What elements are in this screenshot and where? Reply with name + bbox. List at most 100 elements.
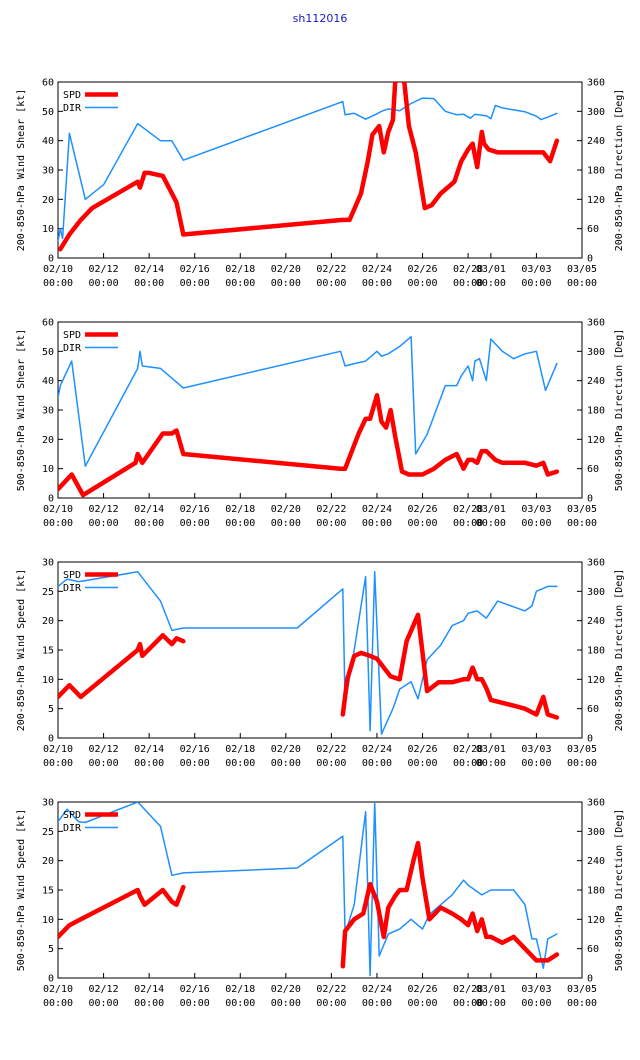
y-tick-label: 15 <box>42 646 54 657</box>
y2-tick-label: 0 <box>587 254 593 265</box>
y2-tick-label: 60 <box>587 704 599 715</box>
x-tick-label-time: 00:00 <box>225 278 255 289</box>
y-tick-label: 25 <box>42 587 54 598</box>
x-tick-label-date: 03/03 <box>521 744 551 755</box>
x-tick-label-time: 00:00 <box>89 278 119 289</box>
y-tick-label: 60 <box>42 78 54 89</box>
spd-series-line <box>340 840 560 969</box>
x-tick-label-date: 02/24 <box>362 744 392 755</box>
y2-tick-label: 60 <box>587 224 599 235</box>
x-tick-label-date: 02/18 <box>225 504 255 515</box>
y2-tick-label: 240 <box>587 856 605 867</box>
x-tick-label-date: 03/01 <box>476 984 506 995</box>
x-tick-label-time: 00:00 <box>567 998 597 1009</box>
x-tick-label-time: 00:00 <box>521 518 551 529</box>
x-tick-label-time: 00:00 <box>316 518 346 529</box>
x-tick-label-date: 02/28 <box>453 264 483 275</box>
y2-tick-label: 180 <box>587 406 605 417</box>
x-tick-label-time: 00:00 <box>43 518 73 529</box>
x-tick-label-time: 00:00 <box>316 998 346 1009</box>
y2-tick-label: 360 <box>587 318 605 329</box>
chart-title: sh112016 <box>292 12 348 25</box>
x-tick-label-date: 02/28 <box>453 504 483 515</box>
x-tick-label-date: 02/14 <box>134 744 164 755</box>
x-tick-label-date: 02/14 <box>134 264 164 275</box>
x-tick-label-date: 02/16 <box>180 264 210 275</box>
x-tick-label-time: 00:00 <box>407 278 437 289</box>
x-tick-label-time: 00:00 <box>180 998 210 1009</box>
legend-label-spd: SPD <box>63 810 81 821</box>
y2-axis-label: 200-850-hPa Direction [Deg] <box>614 569 625 732</box>
y-axis-label: 200-850-hPa Wind Shear [kt] <box>16 89 27 252</box>
y-tick-label: 20 <box>42 435 54 446</box>
x-tick-label-time: 00:00 <box>134 518 164 529</box>
y2-tick-label: 180 <box>587 886 605 897</box>
y2-tick-label: 180 <box>587 646 605 657</box>
x-tick-label-date: 02/28 <box>453 744 483 755</box>
y-tick-label: 30 <box>42 166 54 177</box>
y-tick-label: 60 <box>42 318 54 329</box>
panel-500-850-wind-shear: 0 10 20 30 40 50 60 0 60 120 180 240 300 360 02/10 00:0… <box>0 310 640 550</box>
y2-tick-label: 240 <box>587 616 605 627</box>
y-tick-label: 10 <box>42 464 54 475</box>
x-tick-label-date: 02/10 <box>43 744 73 755</box>
y2-tick-label: 120 <box>587 675 605 686</box>
x-tick-label-time: 00:00 <box>476 998 506 1009</box>
x-tick-label-time: 00:00 <box>225 998 255 1009</box>
x-tick-label-time: 00:00 <box>134 998 164 1009</box>
x-tick-label-time: 00:00 <box>180 278 210 289</box>
x-tick-label-date: 02/28 <box>453 984 483 995</box>
y-tick-label: 15 <box>42 886 54 897</box>
x-tick-label-date: 02/24 <box>362 504 392 515</box>
x-tick-label-time: 00:00 <box>180 518 210 529</box>
x-tick-label-date: 02/16 <box>180 984 210 995</box>
y-tick-label: 50 <box>42 107 54 118</box>
x-tick-label-date: 03/05 <box>567 504 597 515</box>
y-tick-label: 10 <box>42 915 54 926</box>
x-tick-label-date: 02/12 <box>89 984 119 995</box>
x-tick-label-time: 00:00 <box>567 278 597 289</box>
x-tick-label-date: 02/16 <box>180 504 210 515</box>
panel-200-850-wind-shear: 0 10 20 30 40 50 60 0 60 120 180 240 300 360 02/10 00:0… <box>0 70 640 310</box>
x-tick-label-time: 00:00 <box>225 518 255 529</box>
y-tick-label: 25 <box>42 827 54 838</box>
x-tick-label-date: 02/18 <box>225 744 255 755</box>
y-tick-label: 30 <box>42 406 54 417</box>
x-tick-label-time: 00:00 <box>89 998 119 1009</box>
x-tick-label-time: 00:00 <box>180 758 210 769</box>
x-tick-label-date: 02/14 <box>134 504 164 515</box>
x-tick-label-date: 03/03 <box>521 504 551 515</box>
x-tick-label-date: 02/26 <box>407 504 437 515</box>
x-tick-label-date: 03/01 <box>476 504 506 515</box>
x-tick-label-date: 02/20 <box>271 264 301 275</box>
x-tick-label-time: 00:00 <box>407 518 437 529</box>
y-tick-label: 20 <box>42 616 54 627</box>
y2-tick-label: 300 <box>587 347 605 358</box>
dir-series-line <box>58 97 558 242</box>
x-tick-label-time: 00:00 <box>476 278 506 289</box>
x-tick-label-date: 03/05 <box>567 744 597 755</box>
x-tick-label-time: 00:00 <box>521 998 551 1009</box>
legend-label-dir: DIR <box>63 823 82 834</box>
y-tick-label: 20 <box>42 856 54 867</box>
legend-label-spd: SPD <box>63 90 81 101</box>
y2-tick-label: 60 <box>587 464 599 475</box>
x-tick-label-time: 00:00 <box>567 758 597 769</box>
spd-series-line <box>58 393 560 498</box>
y-axis-label: 500-850-hPa Wind Shear [kt] <box>16 329 27 492</box>
x-tick-label-date: 02/12 <box>89 264 119 275</box>
y2-tick-label: 360 <box>587 558 605 569</box>
y2-tick-label: 240 <box>587 136 605 147</box>
y-tick-label: 10 <box>42 675 54 686</box>
y2-tick-label: 0 <box>587 494 593 505</box>
x-tick-label-time: 00:00 <box>453 758 483 769</box>
chart-svg: 05101520253006012018024030036002/1000:00… <box>16 798 625 1010</box>
dir-series-line <box>58 802 558 977</box>
chart-svg: 0 10 20 30 40 50 60 0 60 120 180 240 300 360 02/10 00:0… <box>16 78 625 290</box>
x-tick-label-time: 00:00 <box>43 758 73 769</box>
x-tick-label-date: 02/26 <box>407 744 437 755</box>
x-tick-label-time: 00:00 <box>453 998 483 1009</box>
x-tick-label-time: 00:00 <box>134 278 164 289</box>
chart-svg: 0 10 20 30 40 50 60 0 60 120 180 240 300 360 02/10 00:0… <box>16 318 625 530</box>
